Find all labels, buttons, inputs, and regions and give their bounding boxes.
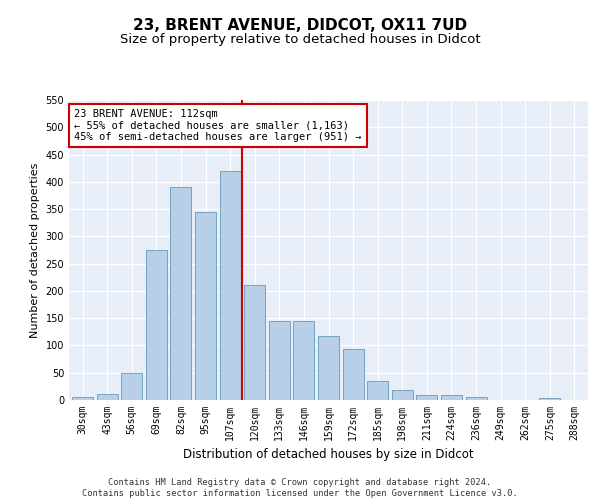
Text: 23, BRENT AVENUE, DIDCOT, OX11 7UD: 23, BRENT AVENUE, DIDCOT, OX11 7UD [133, 18, 467, 32]
Bar [220, 171, 241, 400]
Bar [269, 321, 290, 400]
Bar [170, 188, 191, 400]
Bar [539, 398, 560, 400]
Bar [441, 395, 462, 400]
Y-axis label: Number of detached properties: Number of detached properties [30, 162, 40, 338]
Bar [466, 398, 487, 400]
Bar [97, 394, 118, 400]
Bar [72, 398, 93, 400]
Bar [367, 382, 388, 400]
Text: Size of property relative to detached houses in Didcot: Size of property relative to detached ho… [119, 32, 481, 46]
Bar [392, 390, 413, 400]
Bar [416, 395, 437, 400]
Bar [121, 372, 142, 400]
Bar [293, 321, 314, 400]
Bar [195, 212, 216, 400]
Bar [146, 250, 167, 400]
Text: 23 BRENT AVENUE: 112sqm
← 55% of detached houses are smaller (1,163)
45% of semi: 23 BRENT AVENUE: 112sqm ← 55% of detache… [74, 109, 362, 142]
Bar [343, 350, 364, 400]
Text: Contains HM Land Registry data © Crown copyright and database right 2024.
Contai: Contains HM Land Registry data © Crown c… [82, 478, 518, 498]
Bar [318, 336, 339, 400]
Bar [244, 286, 265, 400]
X-axis label: Distribution of detached houses by size in Didcot: Distribution of detached houses by size … [183, 448, 474, 462]
